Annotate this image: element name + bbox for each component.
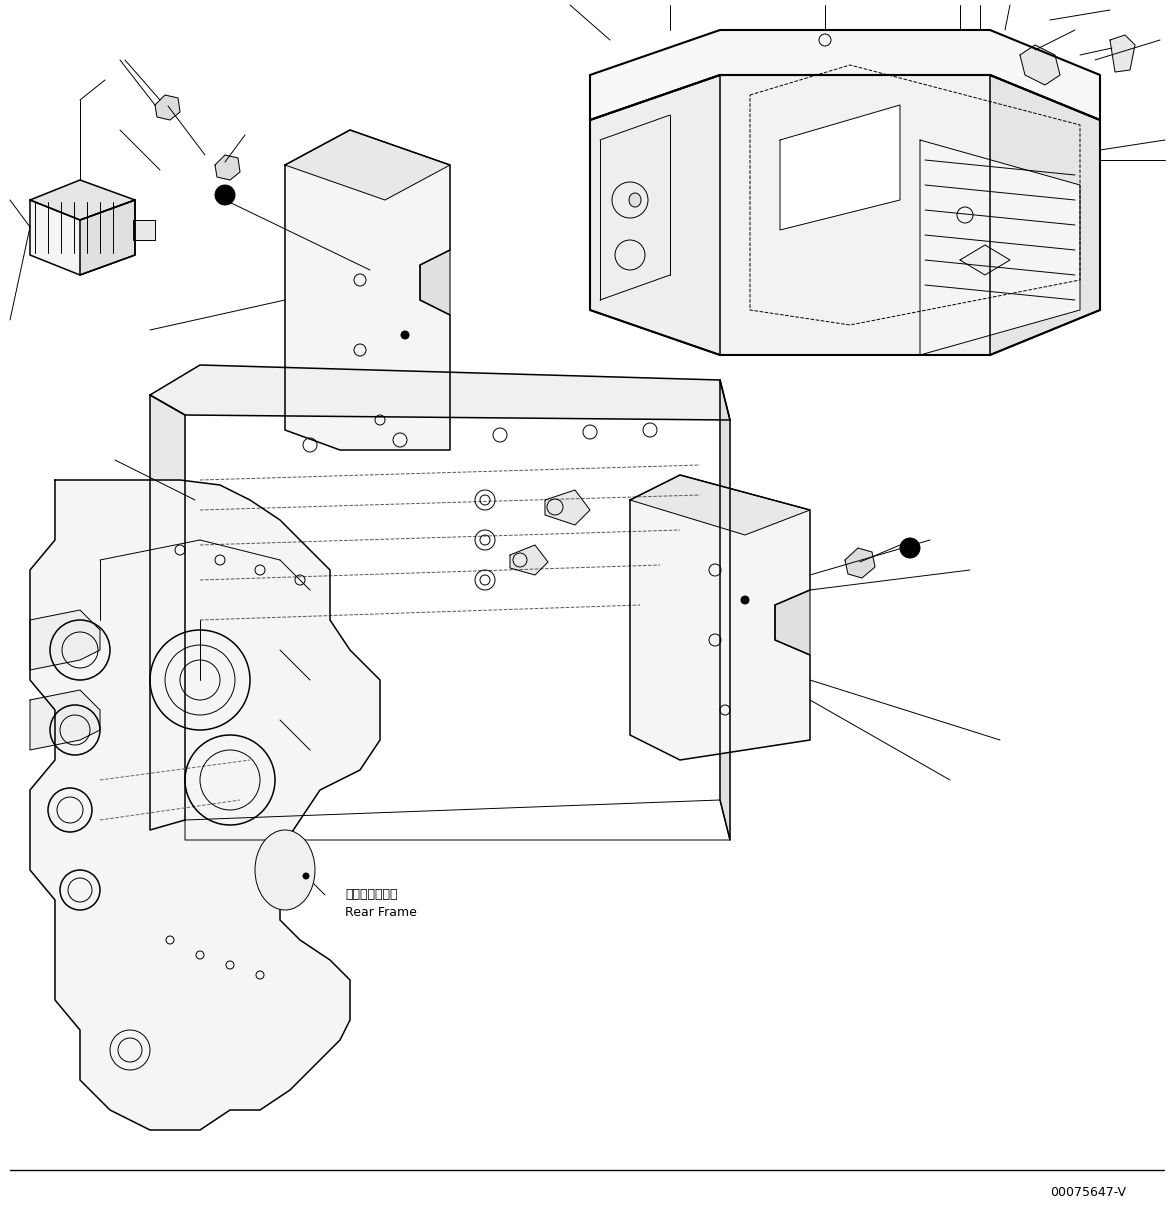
Polygon shape	[133, 220, 155, 240]
Polygon shape	[31, 609, 100, 670]
Text: Rear Frame: Rear Frame	[345, 906, 417, 919]
Polygon shape	[150, 395, 185, 830]
Polygon shape	[510, 545, 548, 575]
Polygon shape	[215, 155, 239, 180]
Polygon shape	[630, 475, 810, 535]
Polygon shape	[80, 200, 135, 276]
Circle shape	[215, 185, 235, 205]
Polygon shape	[31, 480, 380, 1130]
Polygon shape	[285, 130, 450, 200]
Polygon shape	[990, 75, 1100, 354]
Polygon shape	[845, 548, 875, 578]
Polygon shape	[630, 475, 810, 760]
Polygon shape	[1020, 45, 1060, 85]
Polygon shape	[775, 590, 810, 656]
Ellipse shape	[255, 830, 315, 910]
Circle shape	[303, 873, 309, 879]
Polygon shape	[920, 140, 1080, 354]
Polygon shape	[591, 75, 720, 354]
Circle shape	[900, 538, 920, 558]
Polygon shape	[31, 180, 135, 220]
Polygon shape	[155, 95, 180, 120]
Polygon shape	[720, 380, 730, 840]
Polygon shape	[1109, 35, 1135, 72]
Polygon shape	[31, 200, 135, 276]
Circle shape	[402, 331, 409, 339]
Polygon shape	[591, 75, 1100, 354]
Polygon shape	[150, 365, 730, 420]
Polygon shape	[591, 30, 1100, 120]
Polygon shape	[285, 130, 450, 450]
Circle shape	[741, 596, 749, 605]
Polygon shape	[31, 690, 100, 750]
Polygon shape	[420, 250, 450, 314]
Polygon shape	[780, 104, 900, 229]
Polygon shape	[960, 245, 1010, 276]
Text: 00075647-V: 00075647-V	[1050, 1186, 1126, 1198]
Text: リヤーフレーム: リヤーフレーム	[345, 889, 398, 902]
Ellipse shape	[629, 193, 641, 208]
Polygon shape	[545, 490, 591, 524]
